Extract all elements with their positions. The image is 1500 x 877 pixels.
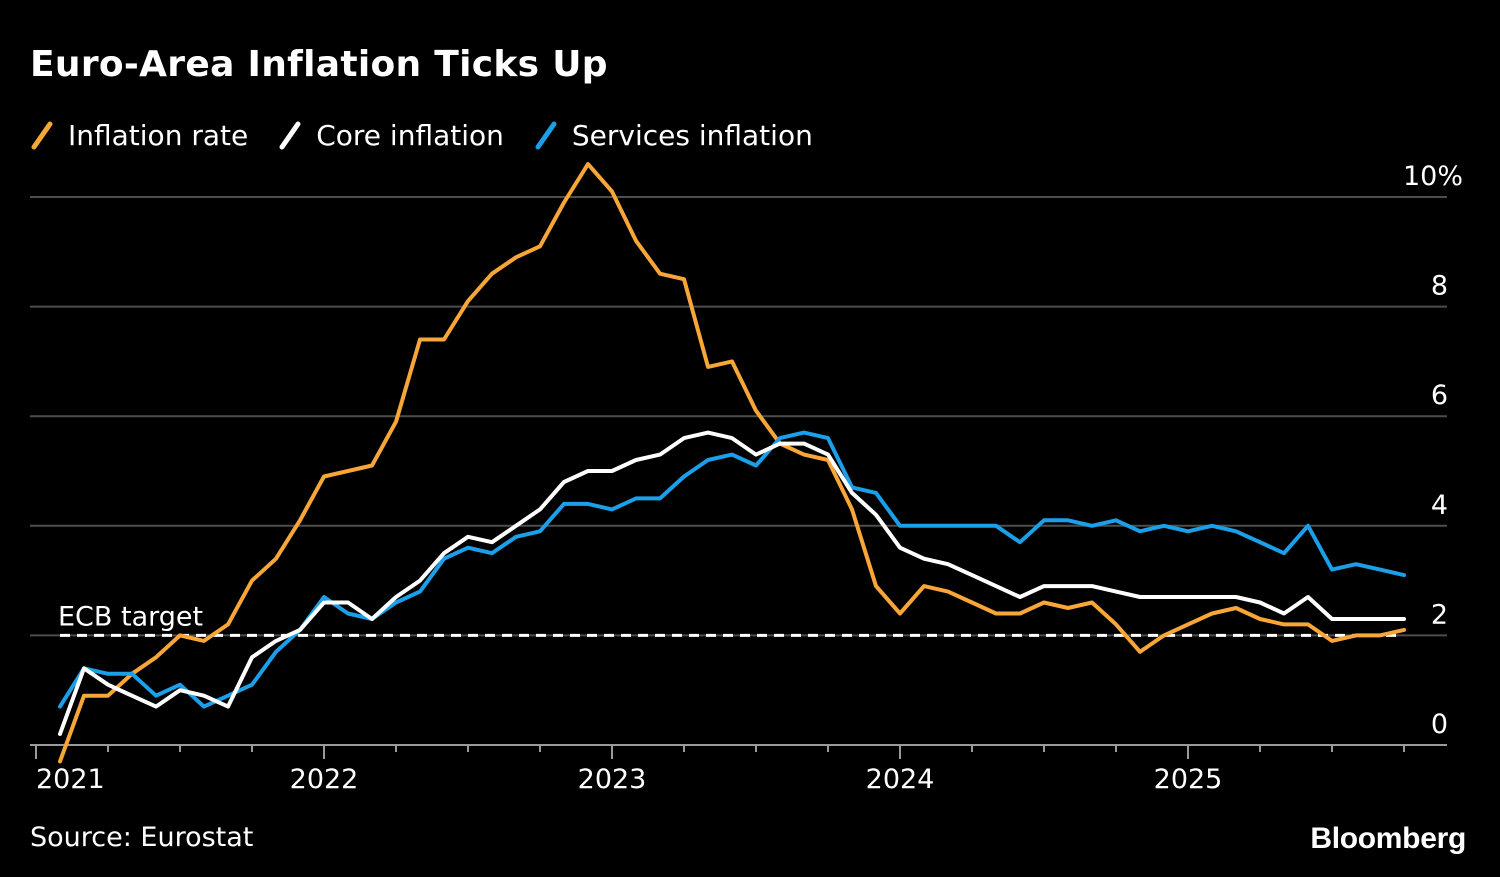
legend: Inflation rate Core inflation Services i… <box>30 115 843 155</box>
y-tick-label-10: 10% <box>1403 161 1463 192</box>
legend-item-inflation-rate: Inflation rate <box>30 118 248 152</box>
y-tick-label-4: 4 <box>1431 490 1448 521</box>
y-axis-tick-labels: 10% 8 6 4 2 0 <box>1403 161 1463 740</box>
series-line-core-inflation <box>58 430 1406 736</box>
y-tick-label-0: 0 <box>1431 709 1448 740</box>
x-tick-label-2024: 2024 <box>866 764 935 795</box>
legend-label-inflation-rate: Inflation rate <box>68 118 249 152</box>
series-line-services-inflation <box>58 430 1406 709</box>
legend-swatch-services-inflation <box>534 118 558 152</box>
source-note: Source: Eurostat <box>30 822 254 853</box>
series-lines <box>58 162 1406 764</box>
y-tick-label-6: 6 <box>1431 380 1448 411</box>
legend-label-core-inflation: Core inflation <box>316 118 504 152</box>
legend-item-core-inflation: Core inflation <box>278 118 504 152</box>
x-tick-label-2022: 2022 <box>290 764 359 795</box>
legend-swatch-core-inflation <box>278 118 302 152</box>
ecb-target-label: ECB target <box>58 601 203 632</box>
chart-title: Euro-Area Inflation Ticks Up <box>30 44 608 85</box>
bloomberg-logo: Bloomberg <box>1310 822 1466 855</box>
x-tick-label-2025: 2025 <box>1154 764 1223 795</box>
series-line-inflation-rate <box>58 162 1406 764</box>
legend-label-services-inflation: Services inflation <box>571 118 813 152</box>
x-tick-label-2023: 2023 <box>578 764 647 795</box>
gridlines <box>30 196 1447 637</box>
y-tick-label-8: 8 <box>1431 271 1448 302</box>
x-tick-label-2021: 2021 <box>36 764 105 795</box>
legend-swatch-inflation-rate <box>30 118 54 152</box>
x-axis: 2021 2022 2023 2024 2025 <box>30 744 1447 795</box>
y-tick-label-2: 2 <box>1431 599 1448 630</box>
legend-item-services-inflation: Services inflation <box>534 118 813 152</box>
